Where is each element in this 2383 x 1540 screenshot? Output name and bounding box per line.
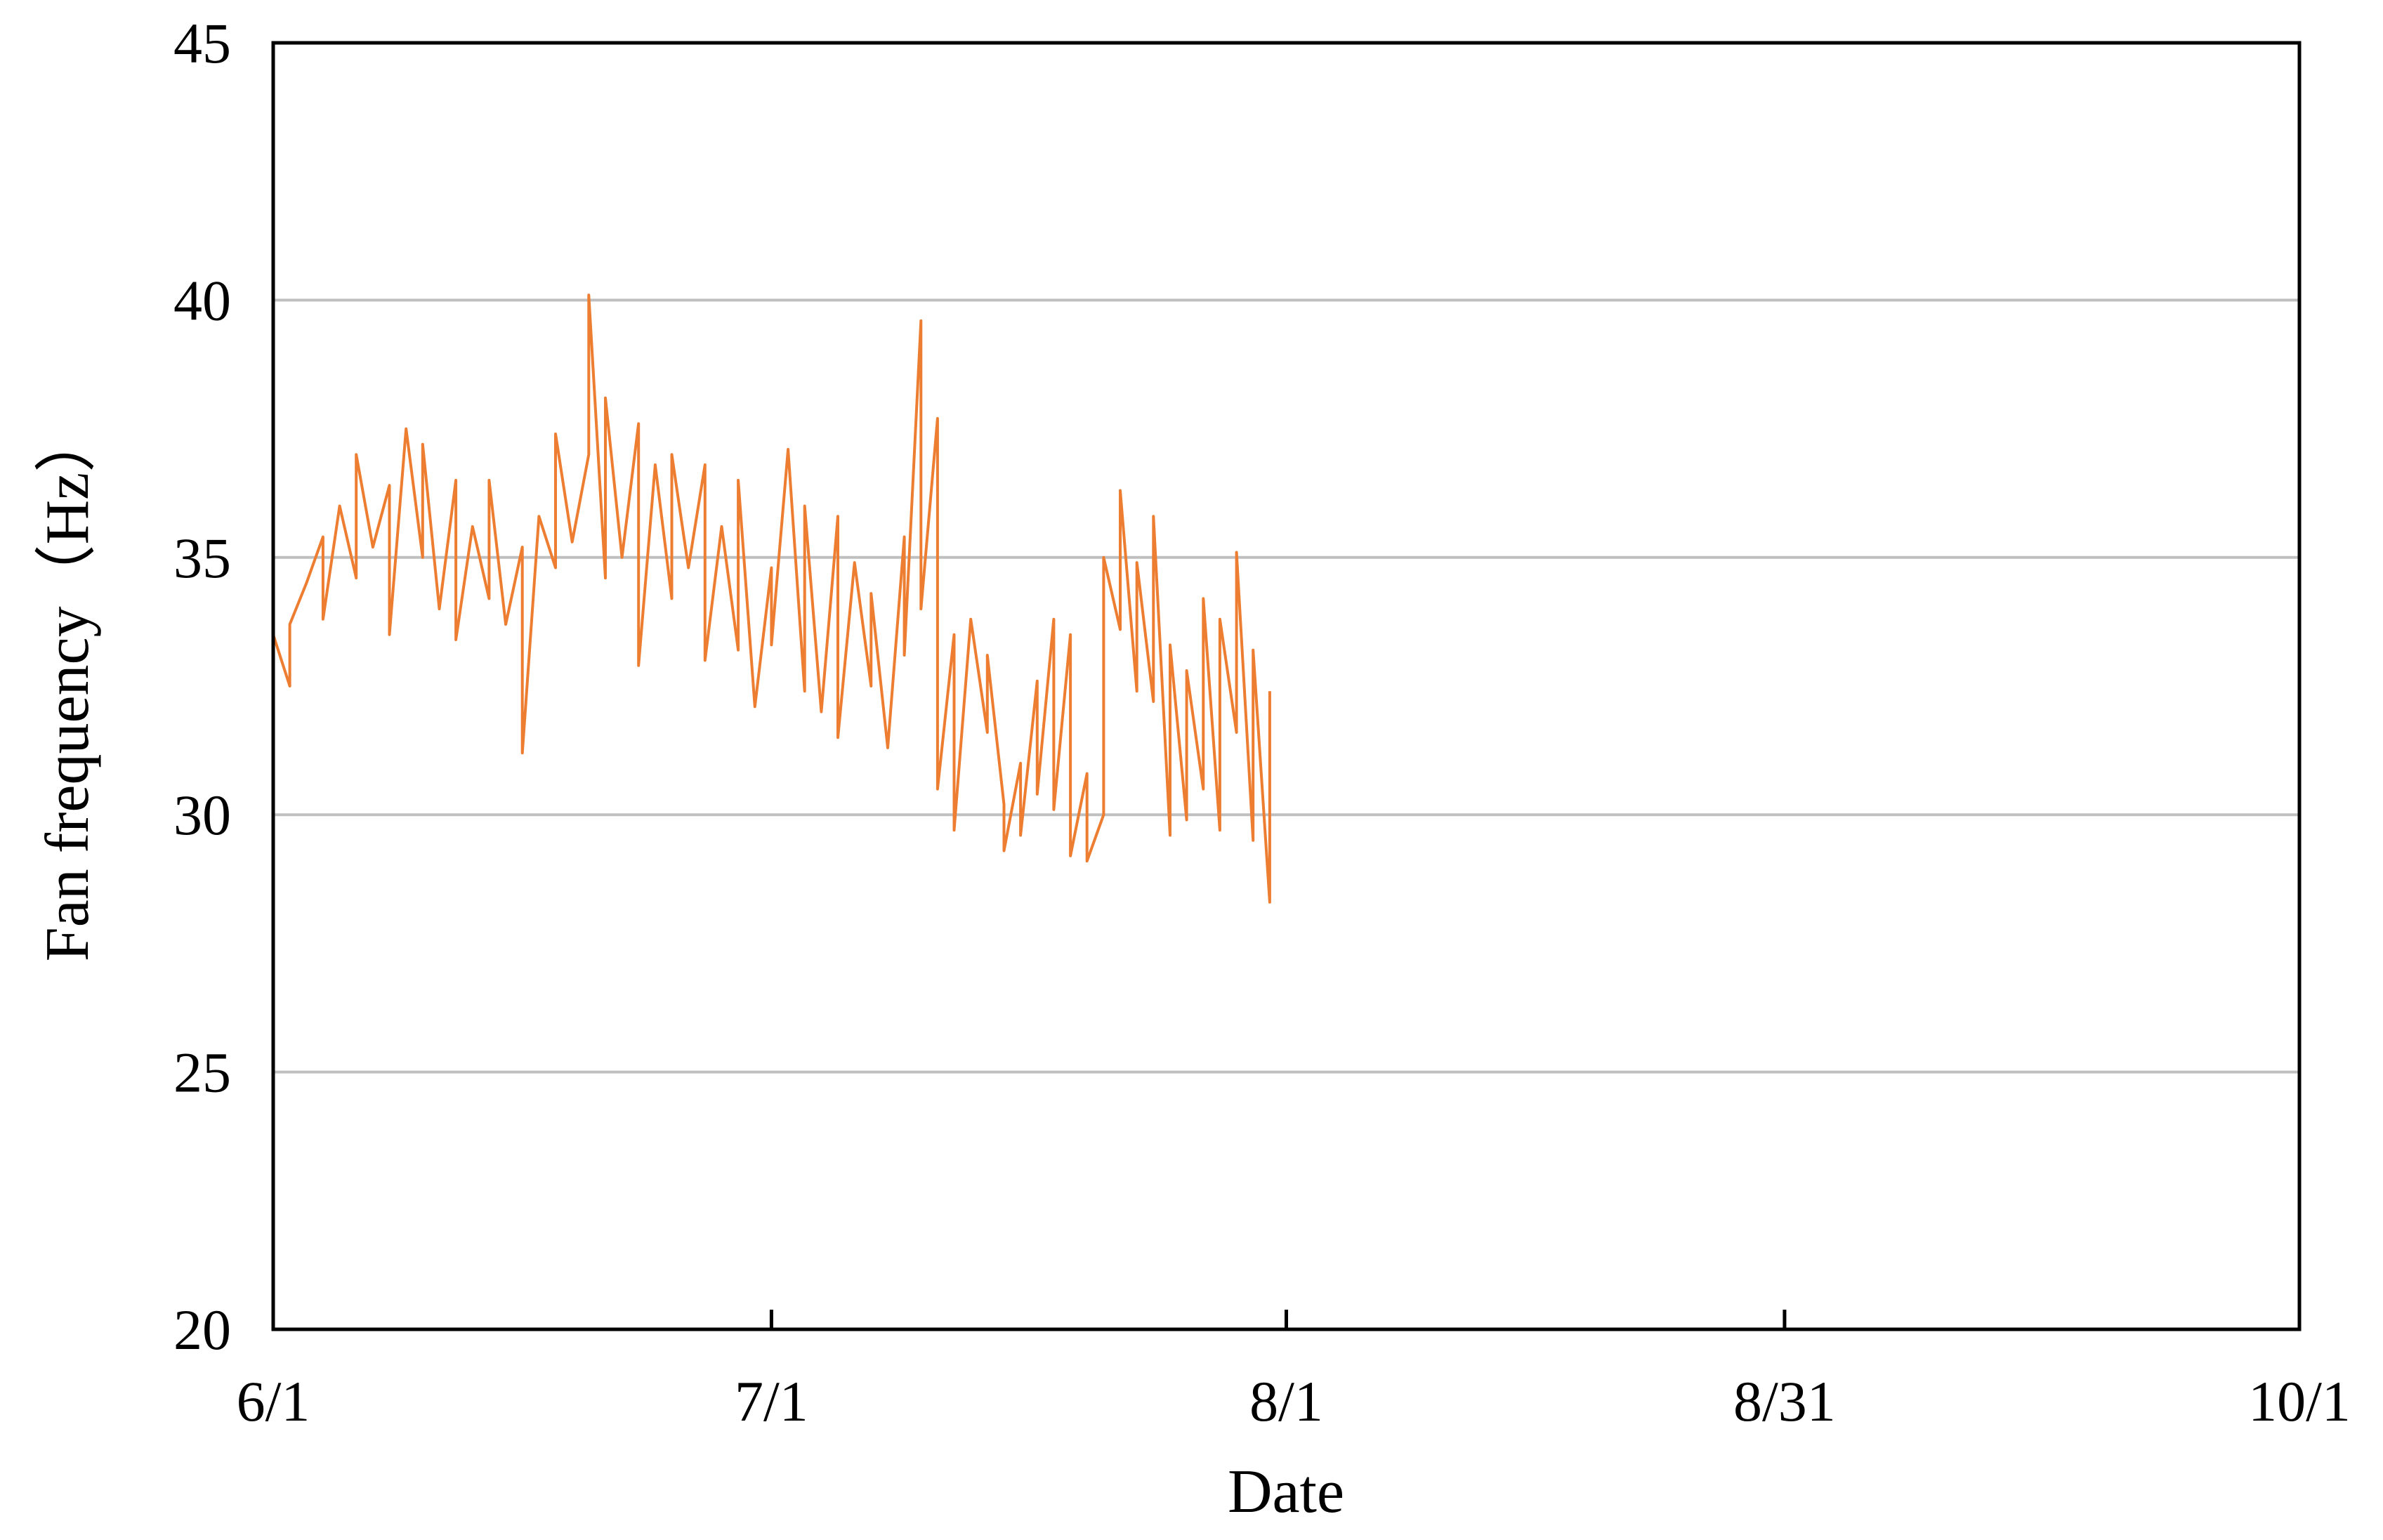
y-tick-label: 45 — [173, 11, 231, 75]
x-tick-label: 8/1 — [1249, 1369, 1323, 1433]
y-tick-label: 35 — [173, 526, 231, 590]
x-tick-label: 6/1 — [237, 1369, 310, 1433]
x-axis-title: Date — [1228, 1458, 1344, 1526]
axis-ticks — [271, 1310, 2302, 1329]
x-tick-label: 8/31 — [1733, 1369, 1836, 1433]
y-tick-label: 30 — [173, 783, 231, 847]
gridlines — [273, 298, 2299, 1074]
plot-frame — [271, 41, 2302, 1331]
x-tick-label: 7/1 — [735, 1369, 808, 1433]
y-tick-label: 40 — [173, 268, 231, 332]
y-tick-labels: 20 25 30 35 40 45 — [173, 11, 231, 1362]
x-tick-labels: 6/1 7/1 8/1 8/31 10/1 — [237, 1369, 2351, 1433]
y-axis-title: Fan frequency（Hz） — [34, 411, 102, 961]
x-tick-label: 10/1 — [2248, 1369, 2351, 1433]
y-tick-label: 20 — [173, 1298, 231, 1362]
y-tick-label: 25 — [173, 1041, 231, 1105]
series-line-fan-frequency — [272, 294, 1271, 904]
